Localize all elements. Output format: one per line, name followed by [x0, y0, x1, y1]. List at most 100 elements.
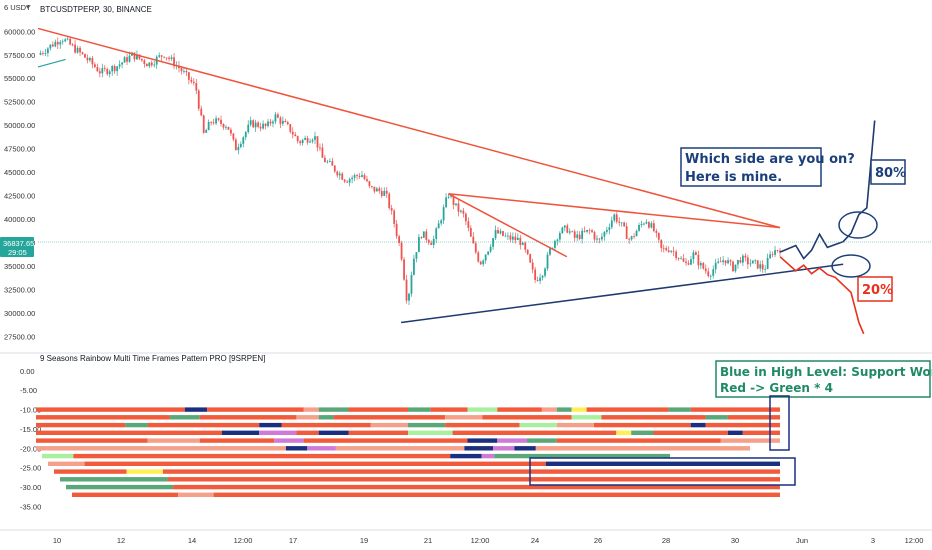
rainbow-band-segment — [690, 407, 780, 412]
candle-body — [410, 274, 413, 294]
rainbow-band-segment — [307, 446, 336, 451]
candle-body — [549, 248, 551, 255]
candle-body — [160, 55, 163, 57]
candle-body — [717, 261, 720, 263]
time-tick-label: 19 — [360, 536, 368, 545]
rainbow-band-segment — [36, 446, 286, 451]
candle-body — [220, 119, 222, 125]
rainbow-band-segment — [408, 430, 453, 435]
price-pane[interactable]: 60000.00 57500.00 55000.00 52500.00 50000.00… — [4, 27, 876, 342]
indicator-title[interactable]: 9 Seasons Rainbow Multi Time Frames Patt… — [40, 354, 265, 363]
time-axis[interactable]: 10 12 14 12:00 17 19 21 12:00 24 26 28 30 Jun 3 12:00 — [53, 536, 924, 545]
rainbow-band-segment — [199, 415, 297, 420]
rainbow-band-segment — [147, 438, 200, 443]
price-tick-label: 60000.00 — [4, 27, 35, 36]
candle-body — [430, 242, 433, 245]
candle-body — [259, 126, 262, 129]
candle-body — [390, 208, 393, 211]
rainbow-band-segment — [348, 407, 408, 412]
candle-body — [346, 181, 349, 183]
price-tick-label: 50000.00 — [4, 121, 35, 130]
candle-body — [759, 264, 762, 269]
resistance-trendline[interactable] — [37, 27, 781, 229]
rainbow-band-segment — [571, 415, 602, 420]
candle-body — [521, 242, 524, 245]
candle-body — [363, 175, 366, 180]
rainbow-band-segment — [36, 422, 126, 428]
candle-body — [608, 227, 611, 230]
candle-body — [328, 161, 331, 162]
candle-body — [727, 260, 729, 264]
indicator-tick-label: -30.00 — [20, 483, 41, 492]
rainbow-band-segment — [519, 422, 557, 428]
candle-body — [665, 248, 668, 251]
low-level-highlight-box — [529, 457, 796, 486]
candle-body — [66, 38, 69, 40]
candle-body — [408, 293, 410, 301]
candle-body — [630, 236, 633, 240]
candle-body — [230, 129, 232, 134]
currency-label[interactable]: 6 USDT — [4, 3, 31, 12]
resistance-trendline[interactable] — [448, 193, 568, 258]
support-trendline[interactable] — [401, 263, 844, 324]
indicator-annotation: Blue in High Level: Support Works Red ->… — [715, 360, 932, 398]
rainbow-band-segment — [222, 430, 260, 435]
time-tick-label: 12 — [117, 536, 125, 545]
candle-body — [257, 122, 260, 127]
candle-body — [121, 62, 123, 65]
candle-body — [249, 120, 252, 125]
candle-body — [368, 181, 371, 187]
rainbow-band-segment — [493, 446, 515, 451]
candle-body — [91, 58, 94, 65]
candle-body — [215, 118, 217, 124]
candle-body — [343, 179, 346, 182]
candle-body — [111, 66, 114, 72]
candle-body — [489, 246, 492, 252]
candle-body — [361, 175, 363, 177]
rainbow-band-segment — [556, 407, 572, 412]
candle-body — [413, 258, 415, 275]
candle-body — [754, 260, 757, 262]
candle-body — [59, 42, 62, 45]
candle-body — [455, 203, 457, 205]
candle-body — [269, 121, 272, 124]
bearish-projection-path — [779, 256, 865, 335]
rainbow-bands — [36, 407, 781, 497]
candle-body — [96, 67, 99, 72]
indicator-pane[interactable]: 0.00 -5.00 -10.00 -15.00 -20.00 -25.00 -30.00 -… — [20, 367, 781, 512]
rainbow-band-segment — [36, 430, 222, 435]
candle-body — [734, 264, 737, 272]
dropdown-arrow-icon[interactable] — [26, 6, 30, 9]
rainbow-band-segment — [541, 407, 557, 412]
resistance-trendline[interactable] — [448, 193, 781, 229]
candle-body — [51, 44, 54, 47]
candle-body — [494, 230, 497, 239]
indicator-note-line-1: Blue in High Level: Support Works — [720, 365, 932, 379]
candle-body — [375, 188, 378, 192]
candle-body — [309, 141, 311, 143]
candle-body — [432, 238, 435, 245]
start-trendline[interactable] — [37, 58, 66, 68]
symbol-title[interactable]: BTCUSDTPERP, 30, BINANCE — [40, 5, 152, 14]
rainbow-band-segment — [303, 438, 468, 443]
candle-body — [336, 171, 339, 176]
candle-body — [467, 221, 470, 228]
candle-body — [366, 179, 368, 182]
candle-body — [98, 71, 101, 74]
rainbow-band-segment — [370, 422, 408, 428]
indicator-axis[interactable]: 0.00 -5.00 -10.00 -15.00 -20.00 -25.00 -30.00 -… — [20, 367, 41, 512]
candle-body — [294, 134, 297, 137]
candle-body — [338, 173, 341, 176]
high-level-highlight-box — [769, 395, 790, 451]
candle-body — [69, 38, 72, 45]
indicator-tick-label: -10.00 — [20, 406, 41, 415]
candle-body — [61, 41, 64, 43]
price-tick-label: 45000.00 — [4, 168, 35, 177]
rainbow-band-segment — [303, 407, 319, 412]
candle-body — [531, 262, 534, 270]
time-tick-label: Jun — [796, 536, 808, 545]
candle-body — [586, 229, 588, 232]
candle-body — [79, 47, 81, 53]
candle-body — [180, 68, 183, 72]
